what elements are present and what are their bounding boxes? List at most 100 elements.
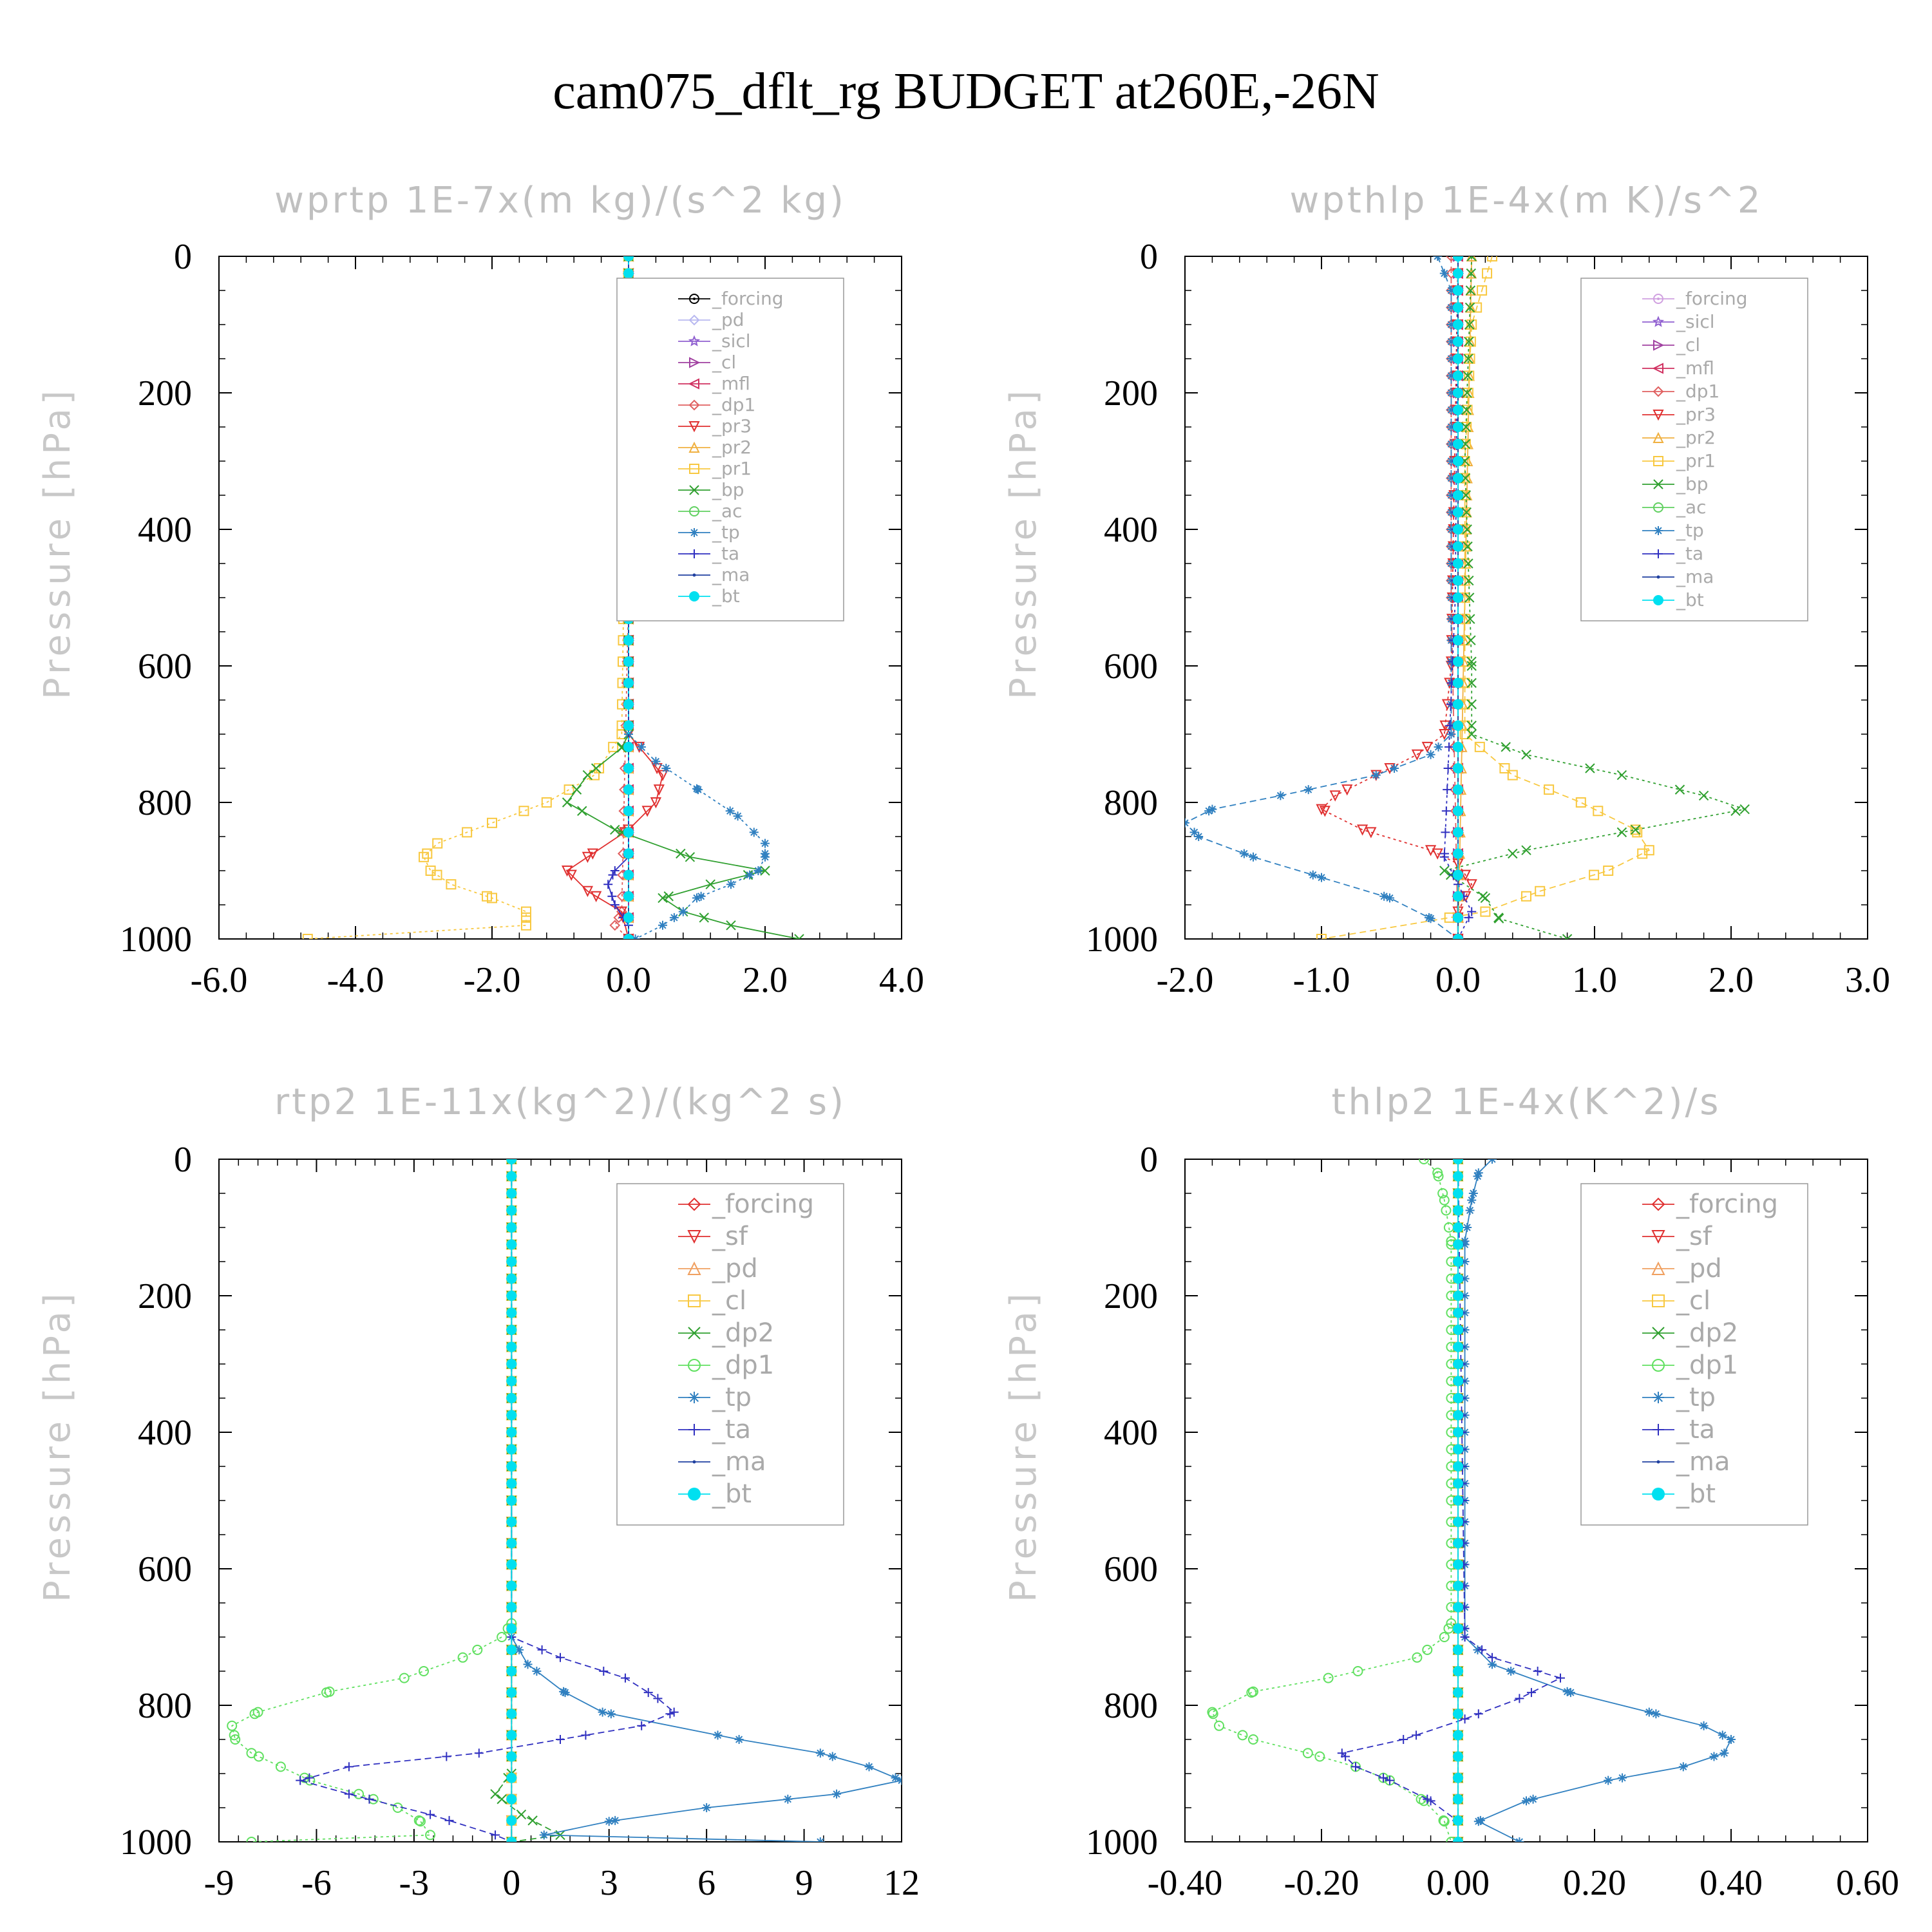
y-tick-label: 200 <box>1104 374 1158 413</box>
data-point <box>1438 1815 1449 1826</box>
legend-marker <box>1653 431 1664 443</box>
x-tick-label: 0.60 <box>1836 1863 1899 1903</box>
panel-3: rtp2 1E-11x(kg^2)/(kg^2 s) Pressure [hPa]… <box>37 1081 920 1903</box>
data-point <box>1453 1495 1463 1506</box>
data-point <box>523 1660 533 1669</box>
data-point <box>1446 730 1456 739</box>
x-tick-label: 0.20 <box>1563 1863 1626 1903</box>
legend-label: _ma <box>1676 1447 1730 1477</box>
data-point <box>516 1809 527 1820</box>
data-point <box>1453 575 1463 586</box>
legend-label: _forcing <box>712 1189 814 1219</box>
legend-marker <box>1653 456 1663 466</box>
data-point <box>532 1667 542 1676</box>
data-point <box>506 1559 517 1570</box>
data-point <box>415 1816 426 1827</box>
series-line <box>1443 256 1747 939</box>
legend-label: _bt <box>712 585 740 607</box>
data-point <box>1453 1427 1463 1437</box>
y-axis-label: Pressure [hPa] <box>1003 386 1045 699</box>
x-tick-label: 3 <box>600 1863 618 1903</box>
legend-label: _bt <box>1676 1479 1716 1509</box>
data-point <box>1464 354 1475 364</box>
data-point <box>1473 1171 1482 1181</box>
data-point <box>1465 1206 1475 1215</box>
data-point <box>506 1325 517 1335</box>
series-group <box>1207 1159 1736 1842</box>
data-point <box>1433 1171 1444 1182</box>
data-point <box>623 869 634 880</box>
data-point <box>1499 763 1510 773</box>
data-point <box>623 827 634 838</box>
panel-title: wprtp 1E-7x(m kg)/(s^2 kg) <box>274 180 846 222</box>
data-point <box>497 1794 507 1804</box>
data-point <box>227 1720 238 1731</box>
data-point <box>1603 866 1614 876</box>
x-tick-label: 0.0 <box>606 960 651 1000</box>
y-tick-label: 400 <box>138 510 192 550</box>
legend-label: _tp <box>1676 1383 1716 1412</box>
data-point <box>1459 729 1470 739</box>
data-point <box>1739 804 1750 815</box>
data-point <box>1718 1730 1727 1740</box>
legend-marker <box>1654 526 1663 535</box>
data-point <box>653 1694 663 1703</box>
data-point <box>1453 268 1463 279</box>
data-point <box>783 1794 793 1804</box>
data-point <box>1316 934 1327 939</box>
data-point <box>1453 456 1463 466</box>
data-point <box>419 851 429 862</box>
data-point <box>623 912 634 923</box>
data-point <box>506 1393 517 1403</box>
data-point <box>1446 422 1456 431</box>
data-point <box>604 1817 614 1826</box>
data-point <box>1385 1776 1394 1785</box>
legend-marker <box>1653 294 1663 304</box>
data-point <box>607 891 617 901</box>
data-point <box>1630 824 1641 835</box>
data-point <box>1439 1816 1450 1827</box>
data-point <box>815 1748 825 1758</box>
y-axis-label: Pressure [hPa] <box>37 1289 79 1602</box>
data-point <box>1473 1709 1483 1719</box>
data-point <box>1453 1410 1463 1421</box>
data-point <box>490 1789 500 1799</box>
data-point <box>1466 879 1477 891</box>
data-point <box>1709 1752 1719 1761</box>
data-point <box>1249 852 1258 862</box>
data-point <box>1460 1257 1470 1266</box>
data-point <box>665 1709 675 1719</box>
data-point <box>1466 635 1476 645</box>
data-point <box>1464 592 1475 603</box>
data-point <box>1439 269 1449 278</box>
data-point <box>1426 914 1435 923</box>
legend-box <box>616 278 844 621</box>
legend-marker <box>688 399 700 411</box>
x-tick-label: -0.40 <box>1148 1863 1223 1903</box>
data-point <box>506 1256 517 1267</box>
data-point <box>1464 913 1473 922</box>
data-point <box>623 677 634 688</box>
data-point <box>1506 1667 1516 1676</box>
data-point <box>1352 1666 1363 1676</box>
data-point <box>457 1652 468 1663</box>
x-tick-label: 0.40 <box>1700 1863 1763 1903</box>
y-tick-label: 0 <box>1140 237 1158 277</box>
data-point <box>474 1748 484 1758</box>
legend-label: _pd <box>712 1254 758 1283</box>
data-point <box>1593 806 1604 817</box>
x-tick-label: -9 <box>204 1863 234 1903</box>
data-point <box>1453 806 1463 817</box>
data-point <box>1453 1205 1463 1216</box>
data-point <box>610 824 620 835</box>
data-point <box>623 891 634 902</box>
data-point <box>1446 1837 1457 1842</box>
data-point <box>678 907 688 916</box>
data-point <box>641 806 653 817</box>
series-line <box>1321 256 1651 939</box>
legend-marker <box>687 1230 701 1244</box>
legend-label: _dp1 <box>1676 1350 1738 1380</box>
data-point <box>1453 1623 1463 1634</box>
data-point <box>1453 1325 1463 1335</box>
legend-marker <box>689 506 699 516</box>
